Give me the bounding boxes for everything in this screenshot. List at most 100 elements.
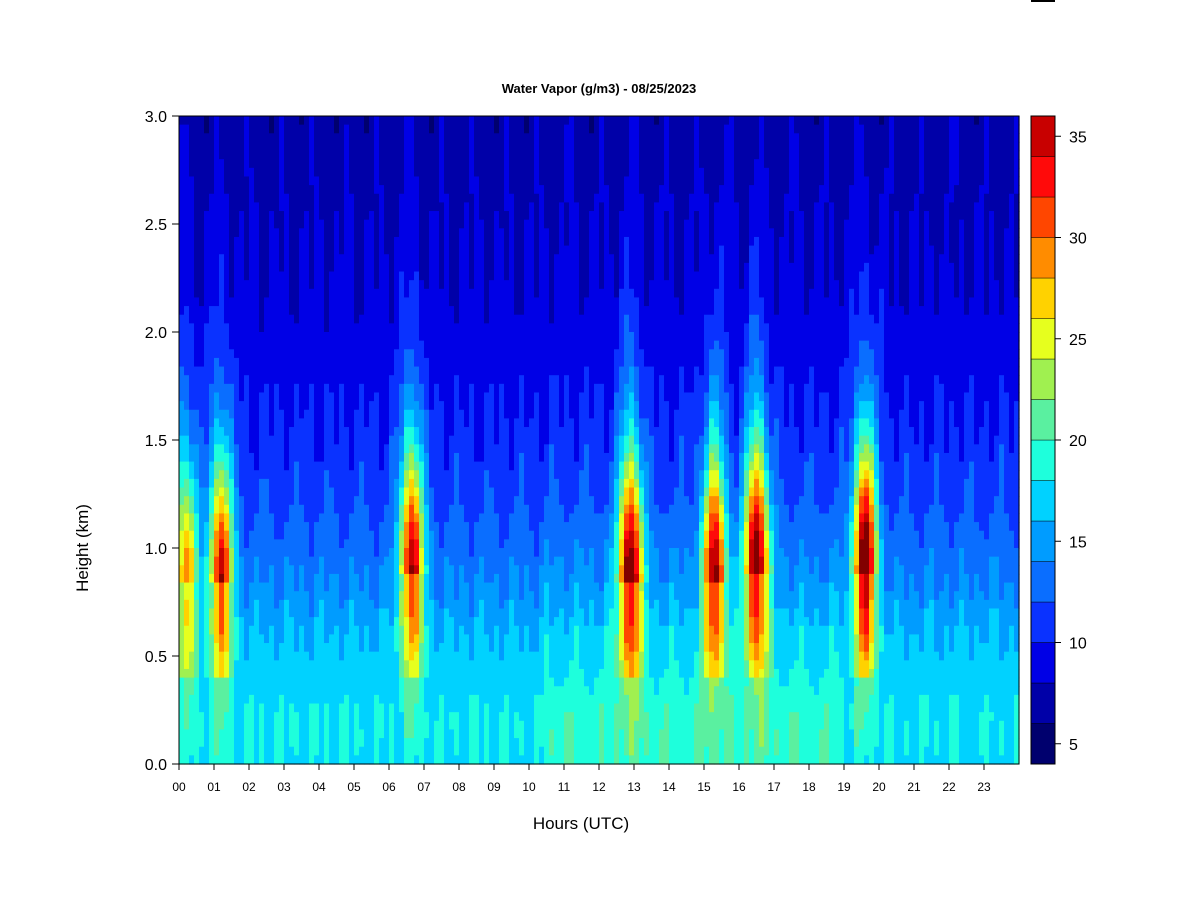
heatmap-cell [334,504,340,515]
heatmap-cell [374,427,380,437]
heatmap-cell [484,444,490,454]
heatmap-cell [289,694,295,705]
heatmap-cell [424,150,430,160]
heatmap-cell [329,176,335,186]
heatmap-cell [294,452,300,463]
heatmap-cell [474,383,480,394]
heatmap-cell [374,686,380,696]
heatmap-cell [394,496,400,506]
heatmap-cell [269,306,275,316]
heatmap-cell [184,288,190,299]
heatmap-cell [329,271,335,281]
heatmap-cell [404,401,410,411]
heatmap-cell [464,660,470,670]
heatmap-cell [199,271,205,281]
heatmap-cell [499,625,505,635]
heatmap-cell [279,349,285,359]
heatmap-cell [314,159,320,169]
heatmap-cell [389,755,395,765]
heatmap-cell [354,185,360,195]
heatmap-cell [369,625,375,635]
heatmap-cell [339,599,345,610]
heatmap-cell [259,288,265,299]
heatmap-cell [324,124,330,134]
heatmap-cell [219,409,225,419]
heatmap-cell [369,409,375,419]
heatmap-cell [314,513,320,523]
heatmap-cell [274,314,280,324]
heatmap-cell [179,746,185,756]
heatmap-cell [324,634,330,644]
heatmap-cell [179,686,185,696]
heatmap-cell [324,746,330,756]
heatmap-cell [359,643,365,653]
heatmap-cell [284,470,290,480]
heatmap-cell [314,470,320,480]
heatmap-cell [244,427,250,437]
heatmap-cell [454,314,460,324]
heatmap-cell [199,470,205,480]
heatmap-cell [354,176,360,186]
heatmap-cell [219,366,225,376]
heatmap-cell [244,236,250,247]
heatmap-cell [249,202,255,212]
heatmap-cell [404,262,410,273]
heatmap-cell [199,478,205,489]
heatmap-cell [294,392,300,402]
heatmap-cell [329,306,335,316]
heatmap-cell [459,738,465,748]
heatmap-cell [454,565,460,575]
heatmap-cell [399,755,405,765]
heatmap-cell [399,668,405,679]
heatmap-cell [304,444,310,454]
heatmap-cell [354,573,360,584]
heatmap-cell [269,167,275,178]
heatmap-cell [344,729,350,739]
heatmap-cell [459,314,465,324]
heatmap-cell [424,712,430,722]
heatmap-cell [194,306,200,316]
heatmap-cell [209,496,215,506]
heatmap-cell [389,522,395,532]
heatmap-cell [384,193,390,203]
heatmap-cell [184,573,190,584]
heatmap-cell [284,375,290,385]
heatmap-cell [439,634,445,644]
heatmap-cell [339,133,345,143]
heatmap-cell [389,582,395,592]
heatmap-cell [434,306,440,316]
heatmap-cell [494,159,500,169]
heatmap-cell [464,383,470,394]
heatmap-cell [254,401,260,411]
heatmap-cell [474,643,480,653]
heatmap-cell [309,556,315,566]
heatmap-cell [324,738,330,748]
heatmap-cell [179,202,185,212]
heatmap-cell [389,625,395,635]
heatmap-cell [369,444,375,454]
heatmap-cell [314,219,320,229]
heatmap-cell [474,703,480,713]
heatmap-cell [384,245,390,255]
heatmap-cell [459,193,465,203]
heatmap-cell [449,599,455,610]
heatmap-cell [479,530,485,540]
heatmap-cell [264,314,270,324]
heatmap-cell [214,167,220,178]
heatmap-cell [259,314,265,324]
heatmap-cell [344,513,350,523]
heatmap-cell [454,409,460,419]
heatmap-cell [354,262,360,273]
heatmap-cell [364,651,370,661]
heatmap-cell [274,755,280,765]
heatmap-cell [424,530,430,540]
heatmap-cell [259,236,265,247]
heatmap-cell [239,625,245,635]
heatmap-cell [289,504,295,515]
heatmap-cell [504,522,510,532]
heatmap-cell [474,228,480,238]
heatmap-cell [364,668,370,679]
heatmap-cell [494,116,500,126]
heatmap-cell [339,738,345,748]
heatmap-cell [299,297,305,307]
